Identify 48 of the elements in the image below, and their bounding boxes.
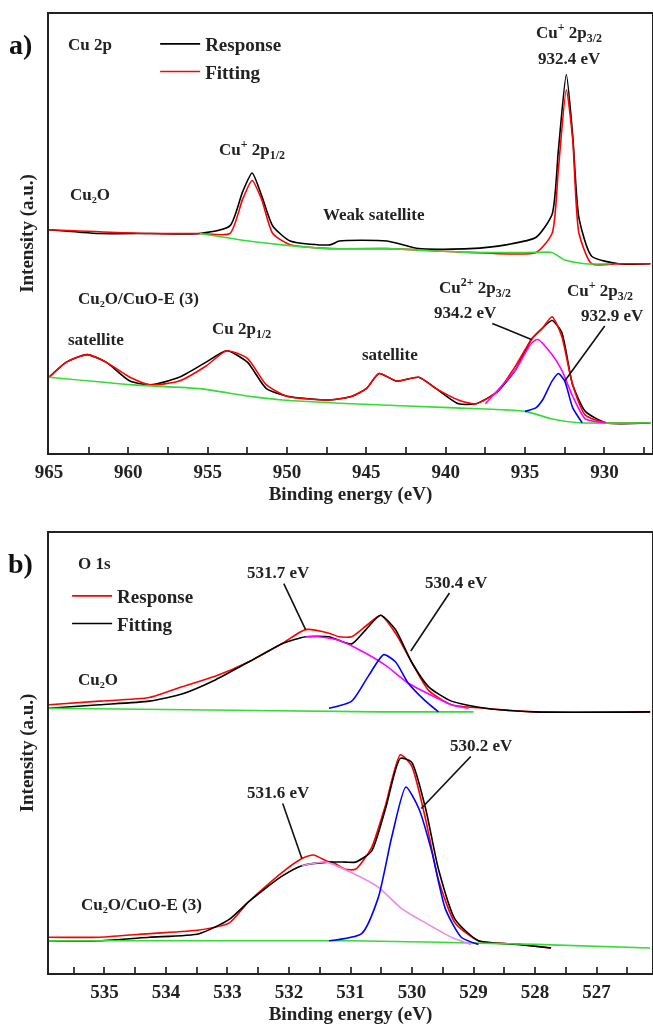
text: Cu 2p: [68, 35, 112, 54]
annotation: 932.4 eV: [538, 49, 602, 68]
x-tick-label: 529: [459, 980, 488, 1002]
annotation: Cu₂O: [70, 185, 111, 204]
x-tick-label: 530: [397, 980, 427, 1002]
x-axis-title: Binding energy (eV): [268, 483, 433, 505]
x-tick-label: 965: [34, 460, 64, 482]
annotation: satellite: [362, 345, 419, 364]
annotation: 530.4 eV: [425, 573, 489, 592]
x-tick-label: 532: [274, 980, 304, 1002]
chart-title: b): [8, 548, 33, 579]
annotation: Weak satellite: [323, 205, 425, 224]
x-tick-label: 527: [582, 980, 612, 1002]
legend-label: Response: [205, 34, 282, 56]
y-axis-title: Intensity (a.u.): [16, 693, 39, 813]
x-tick-label: 534: [151, 980, 181, 1002]
annotation: Cu$^{+}$ 2p$_{3/2}$: [536, 20, 602, 45]
chart-title: a): [9, 29, 33, 60]
x-tick-label: 955: [193, 460, 222, 482]
annotation: 531.6 eV: [247, 783, 311, 802]
x-tick-label: 528: [520, 980, 550, 1002]
x-tick-label: 533: [213, 980, 242, 1002]
annotation: Cu$^{2+}$ 2p$_{3/2}$: [439, 275, 511, 300]
legend-label: Fitting: [205, 61, 261, 83]
x-tick-label: 940: [431, 460, 460, 482]
x-tick-label: 960: [114, 460, 143, 482]
annotation: 530.2 eV: [450, 736, 514, 755]
x-tick-label: 930: [590, 460, 619, 482]
annotation: 934.2 eV: [434, 303, 498, 322]
x-tick-label: 535: [90, 980, 119, 1002]
x-axis-title: Binding energy (eV): [268, 1003, 433, 1025]
annotation: 531.7 eV: [247, 563, 311, 582]
text: O 1s: [78, 554, 111, 573]
annotation: Cu 2p$_{1/2}$: [212, 319, 272, 341]
annotation: Cu$^{+}$ 2p$_{1/2}$: [219, 137, 285, 162]
annotation: Cu₂O: [78, 670, 119, 689]
annotation: Cu₂O/CuO-E (3): [81, 895, 202, 914]
x-tick-label: 531: [336, 980, 365, 1002]
x-tick-label: 950: [272, 460, 302, 482]
annotation: 932.9 eV: [581, 306, 645, 325]
x-tick-label: 935: [510, 460, 540, 482]
x-tick-label: 945: [352, 460, 381, 482]
annotation: Cu$^{+}$ 2p$_{3/2}$: [567, 278, 633, 303]
annotation: Cu₂O/CuO-E (3): [78, 289, 199, 308]
annotation: satellite: [68, 330, 125, 349]
legend-label: Fitting: [117, 613, 173, 635]
legend-label: Response: [117, 586, 194, 608]
y-axis-title: Intensity (a.u.): [16, 174, 39, 293]
